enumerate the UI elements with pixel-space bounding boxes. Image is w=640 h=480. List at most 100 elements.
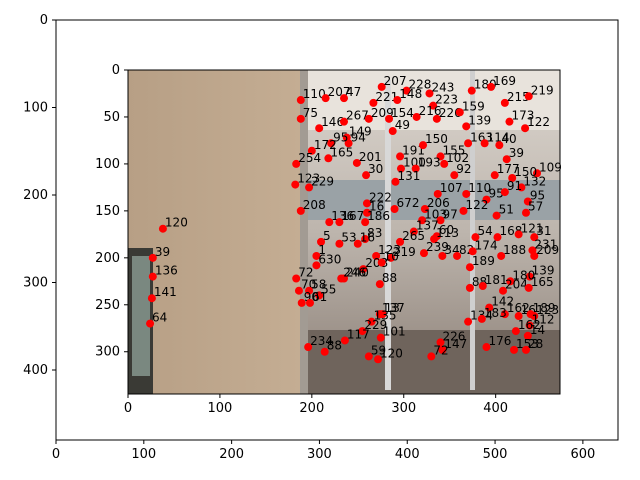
keypoint-label: 39 [155, 245, 170, 259]
keypoint-marker [497, 251, 506, 260]
keypoint-label: 219 [393, 245, 416, 259]
keypoint-marker [335, 239, 344, 248]
keypoint-label: 121 [521, 221, 544, 235]
keypoint-marker [327, 139, 336, 148]
keypoint-label: 54 [477, 224, 492, 238]
outer-x-tick-label: 400 [395, 447, 420, 462]
keypoint-label: 110 [303, 87, 326, 101]
keypoint-label: 120 [165, 216, 188, 230]
keypoint-label: 186 [367, 209, 390, 223]
keypoint-marker [364, 114, 373, 123]
keypoint-label: 222 [369, 190, 392, 204]
keypoint-marker [450, 171, 459, 180]
outer-y-tick-label: 300 [23, 276, 48, 291]
keypoint-marker [364, 352, 373, 361]
inner-y-axis: 0 50 100 150 200 250 300 [95, 63, 128, 360]
keypoint-marker [374, 355, 383, 364]
photo-door-frame [300, 70, 308, 394]
keypoint-label: 14 [530, 323, 545, 337]
inner-x-axis: 0 100 200 300 400 [124, 394, 508, 416]
keypoint-label: 61 [312, 290, 327, 304]
keypoint-label: 162 [507, 301, 530, 315]
keypoint-marker [361, 235, 370, 244]
keypoint-label: 139 [532, 264, 555, 278]
keypoint-marker [495, 141, 504, 150]
keypoint-marker [325, 218, 334, 227]
keypoint-marker [432, 114, 441, 123]
keypoint-label: 239 [426, 240, 449, 254]
keypoint-label: 113 [436, 226, 459, 240]
keypoint-marker [438, 345, 447, 354]
outer-x-tick-label: 200 [219, 447, 244, 462]
keypoint-label: 39 [509, 146, 524, 160]
keypoint-label: 172 [314, 138, 337, 152]
keypoint-label: 123 [536, 303, 559, 317]
outer-y-tick-label: 200 [23, 188, 48, 203]
keypoint-marker [468, 247, 477, 256]
keypoint-label: 167 [341, 209, 364, 223]
keypoint-marker [305, 183, 314, 192]
keypoint-marker [409, 227, 418, 236]
outer-x-tick-label: 500 [483, 447, 508, 462]
photo-left-wall [128, 70, 300, 394]
keypoint-label: 191 [402, 143, 425, 157]
keypoint-marker [427, 352, 436, 361]
keypoint-label: 146 [321, 115, 344, 129]
keypoint-label: 49 [395, 118, 410, 132]
keypoint-label: 231 [534, 237, 557, 251]
keypoint-marker [292, 159, 301, 168]
keypoint-marker [362, 208, 371, 217]
keypoint-label: 101 [383, 325, 406, 339]
keypoint-label: 75 [303, 106, 318, 120]
keypoint-label: 223 [435, 93, 458, 107]
keypoint-marker [304, 343, 313, 352]
keypoint-label: 188 [503, 243, 526, 257]
keypoint-label: 165 [330, 145, 353, 159]
keypoint-marker [462, 189, 471, 198]
keypoint-label: 55 [321, 282, 336, 296]
keypoint-marker [412, 112, 421, 121]
keypoint-label: 72 [433, 343, 448, 357]
outer-x-axis: 0 100 200 300 400 500 600 [52, 440, 595, 462]
keypoint-marker [367, 317, 376, 326]
outer-axes-frame [55, 19, 619, 441]
keypoint-label: 176 [488, 334, 511, 348]
keypoint-label: 243 [431, 80, 454, 94]
keypoint-marker [340, 94, 348, 103]
keypoint-marker [530, 233, 539, 242]
keypoint-label: 112 [532, 312, 555, 326]
keypoint-marker [305, 298, 314, 307]
keypoint-marker [321, 94, 330, 103]
keypoint-label: 91 [507, 179, 522, 193]
keypoint-label: 137 [416, 219, 439, 233]
keypoint-marker [418, 216, 427, 225]
outer-y-tick-label: 100 [23, 101, 48, 116]
keypoint-marker [377, 258, 386, 267]
keypoint-label: 97 [443, 207, 458, 221]
keypoint-label: 254 [298, 151, 321, 165]
keypoint-marker [478, 282, 487, 290]
keypoint-marker [420, 204, 429, 213]
keypoint-label: 120 [380, 346, 403, 360]
keypoint-marker [385, 114, 394, 123]
outer-x-tick-label: 300 [307, 447, 332, 462]
keypoint-label: 221 [375, 90, 398, 104]
keypoint-marker [514, 312, 523, 321]
keypoint-marker [315, 124, 324, 133]
keypoint-label: 229 [311, 174, 334, 188]
keypoint-label: 10 [384, 250, 399, 264]
keypoint-label: 228 [409, 78, 432, 92]
keypoint-label: 60 [439, 223, 454, 237]
keypoint-marker [510, 345, 519, 354]
keypoint-label: 72 [298, 265, 313, 279]
keypoint-marker [500, 188, 509, 197]
inner-y-tick-label: 300 [95, 345, 120, 360]
keypoint-label: 94 [351, 130, 366, 144]
keypoint-label: 83 [367, 226, 382, 240]
keypoint-label: 219 [531, 83, 554, 97]
keypoint-label: 59 [371, 343, 386, 357]
keypoint-marker [362, 171, 371, 180]
keypoint-marker [465, 263, 474, 272]
